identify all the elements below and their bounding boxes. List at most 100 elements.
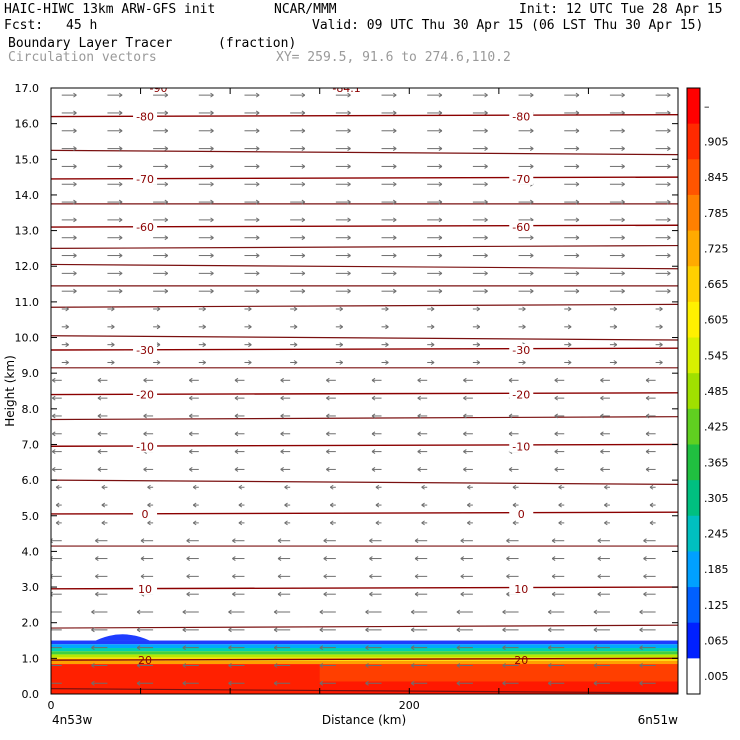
vector-arrow bbox=[210, 199, 214, 205]
y-tick-label: 10.0 bbox=[15, 332, 40, 345]
vector-arrow bbox=[73, 288, 77, 294]
contour-label: 20 bbox=[138, 654, 152, 667]
vector-arrow bbox=[347, 199, 351, 205]
colorbar-label: .665 bbox=[704, 278, 729, 291]
vector-arrow bbox=[551, 556, 556, 561]
vector-arrow bbox=[438, 181, 443, 187]
field-units: (fraction) bbox=[218, 36, 297, 51]
vector-arrow bbox=[460, 591, 465, 597]
vector-arrow bbox=[91, 609, 95, 615]
vector-arrow bbox=[502, 609, 506, 615]
vector-arrow bbox=[385, 342, 389, 348]
vector-arrow bbox=[659, 342, 663, 348]
vector-arrow bbox=[202, 306, 206, 312]
vector-arrow bbox=[143, 467, 147, 472]
vector-arrow bbox=[645, 377, 650, 383]
vector-arrow bbox=[280, 377, 284, 383]
colorbar-swatch bbox=[687, 88, 700, 125]
vector-arrow bbox=[643, 538, 647, 544]
vector-arrow bbox=[484, 235, 488, 241]
vector-arrow bbox=[255, 217, 260, 223]
vector-arrow bbox=[484, 270, 488, 276]
vector-arrow bbox=[554, 449, 559, 455]
contour-label: -10 bbox=[136, 440, 154, 453]
colorbar-label: .725 bbox=[704, 242, 729, 255]
vector-arrow bbox=[375, 520, 380, 526]
vector-arrow bbox=[417, 467, 421, 472]
contour-label: 10 bbox=[138, 583, 152, 596]
vector-arrow bbox=[186, 573, 190, 579]
vector-arrow bbox=[280, 395, 284, 401]
vector-arrow bbox=[430, 324, 435, 330]
vector-arrow bbox=[326, 431, 330, 437]
vector-arrow bbox=[506, 538, 510, 544]
vector-arrow bbox=[575, 128, 580, 134]
vector-arrow bbox=[347, 146, 351, 152]
isentrope-line bbox=[51, 244, 678, 250]
vector-arrow bbox=[347, 128, 351, 134]
vector-arrow bbox=[508, 431, 513, 437]
vector-arrow bbox=[164, 110, 169, 116]
vector-arrow bbox=[438, 110, 443, 116]
vector-arrow bbox=[558, 484, 562, 490]
vector-arrow bbox=[347, 181, 351, 187]
vector-arrow bbox=[600, 467, 604, 472]
vector-arrow bbox=[202, 342, 206, 348]
vector-arrow bbox=[410, 627, 415, 633]
vector-arrow bbox=[421, 502, 425, 508]
vector-arrow bbox=[667, 217, 671, 223]
vector-arrow bbox=[558, 520, 562, 526]
vector-arrow bbox=[255, 110, 260, 116]
vector-arrow bbox=[460, 573, 465, 579]
vector-arrow bbox=[228, 609, 232, 615]
vector-arrow bbox=[597, 556, 602, 561]
colorbar-label: .365 bbox=[704, 456, 729, 469]
contour-label-bg bbox=[133, 221, 158, 234]
vector-arrow bbox=[234, 449, 239, 455]
vector-arrow bbox=[156, 360, 161, 365]
vector-arrow bbox=[456, 663, 461, 668]
vector-arrow bbox=[189, 377, 193, 383]
tracer-band bbox=[51, 651, 678, 655]
vector-arrow bbox=[460, 538, 465, 544]
contour-label: -20 bbox=[512, 389, 530, 402]
contour-label: -30 bbox=[136, 344, 154, 357]
y-tick-label: 5.0 bbox=[22, 510, 40, 523]
vector-arrow bbox=[111, 306, 115, 312]
vector-arrow bbox=[639, 663, 643, 668]
vector-arrow bbox=[639, 627, 643, 633]
vector-arrow bbox=[97, 377, 102, 383]
vector-arrow bbox=[621, 235, 625, 241]
y-tick-label: 13.0 bbox=[15, 225, 40, 238]
vector-arrow bbox=[189, 413, 193, 419]
vector-arrow bbox=[255, 146, 260, 152]
colorbar-label: .905 bbox=[704, 135, 729, 148]
vector-arrow bbox=[502, 645, 506, 651]
vector-arrow bbox=[73, 110, 77, 116]
vector-arrow bbox=[118, 199, 123, 205]
vector-arrow bbox=[649, 520, 654, 526]
vector-arrow bbox=[392, 92, 397, 98]
vector-arrow bbox=[369, 591, 373, 597]
vector-arrow bbox=[164, 217, 169, 223]
vector-arrow bbox=[659, 306, 663, 312]
vector-arrow bbox=[456, 680, 461, 686]
vector-arrow bbox=[147, 520, 151, 526]
vector-arrow bbox=[529, 288, 534, 294]
colorbar-label: .785 bbox=[704, 207, 729, 220]
init-time: Init: 12 UTC Tue 28 Apr 15 bbox=[519, 2, 723, 17]
colorbar-label: .545 bbox=[704, 349, 729, 362]
vector-arrow bbox=[438, 217, 443, 223]
vector-arrow bbox=[567, 306, 572, 312]
vector-arrow bbox=[551, 538, 556, 544]
tracer-band bbox=[51, 660, 678, 665]
vector-arrow bbox=[484, 199, 488, 205]
contour-label: -80 bbox=[136, 111, 154, 124]
vector-arrow bbox=[600, 449, 604, 455]
vector-arrow bbox=[421, 520, 425, 526]
colorbar-swatch bbox=[687, 266, 700, 303]
vector-arrow bbox=[46, 628, 49, 632]
vector-arrow bbox=[136, 680, 141, 686]
contour-label-bg bbox=[509, 344, 534, 357]
vector-arrow bbox=[182, 663, 187, 668]
